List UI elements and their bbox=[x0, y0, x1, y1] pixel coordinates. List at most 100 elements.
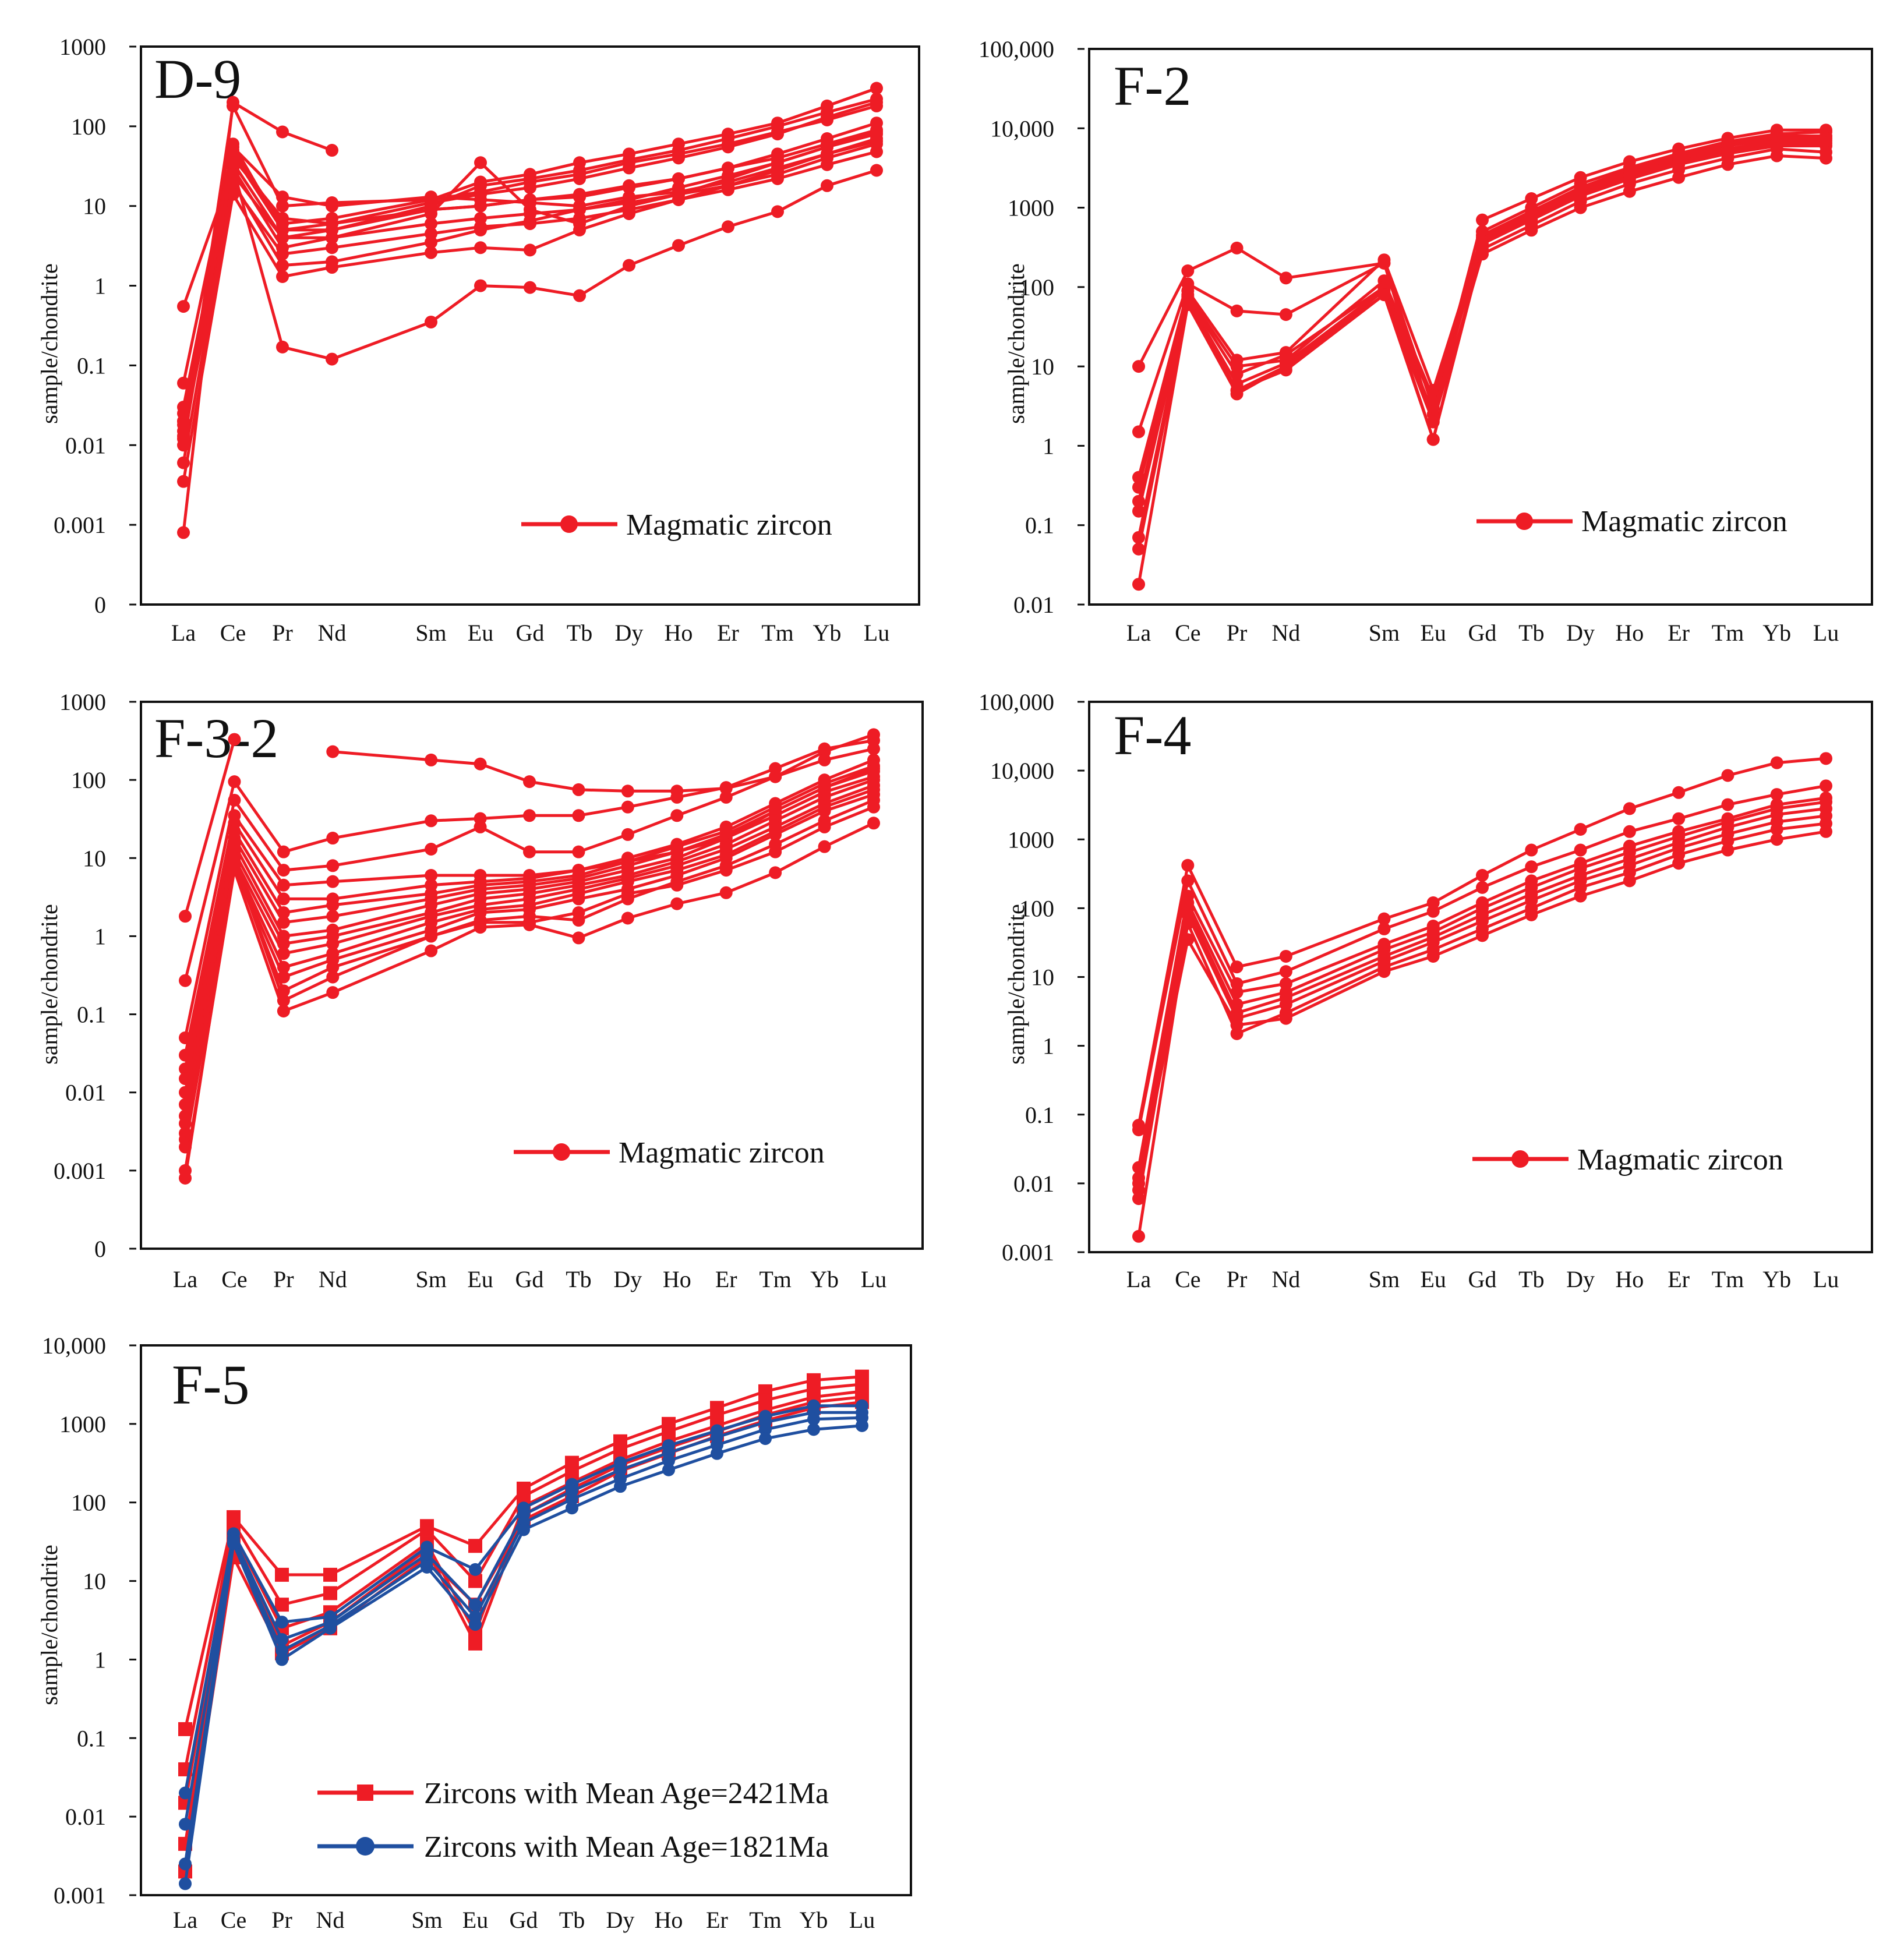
data-point bbox=[621, 828, 634, 841]
data-point bbox=[275, 1598, 289, 1612]
data-point bbox=[1623, 825, 1636, 838]
data-point bbox=[1770, 833, 1783, 846]
data-point bbox=[672, 188, 685, 201]
series bbox=[1132, 149, 1832, 591]
data-point bbox=[1181, 917, 1195, 930]
x-tick-label: Tb bbox=[1518, 1266, 1544, 1292]
data-point bbox=[722, 220, 734, 234]
series bbox=[178, 1377, 869, 1776]
series-line bbox=[182, 150, 877, 437]
y-tick-label: 1000 bbox=[1008, 195, 1054, 221]
data-point bbox=[573, 203, 586, 216]
x-tick-label: Gd bbox=[1468, 1266, 1497, 1292]
data-point bbox=[870, 164, 883, 177]
data-point bbox=[1279, 949, 1292, 963]
series-line bbox=[183, 765, 874, 1079]
plot-frame bbox=[140, 1344, 912, 1896]
series-line bbox=[183, 822, 875, 1171]
series-line bbox=[1137, 757, 1827, 1126]
data-point bbox=[523, 775, 536, 789]
series bbox=[177, 125, 883, 438]
y-tick-label: 0 bbox=[94, 1236, 106, 1262]
x-tick-label: Tm bbox=[759, 1266, 792, 1292]
data-point bbox=[524, 168, 536, 181]
series-line bbox=[183, 778, 874, 1116]
y-tick-label: 1 bbox=[1043, 433, 1054, 459]
data-point bbox=[1377, 922, 1391, 935]
series-line bbox=[183, 769, 874, 1093]
data-point bbox=[326, 223, 338, 236]
data-point bbox=[228, 733, 241, 746]
data-point bbox=[572, 892, 585, 906]
x-tick-label: Yb bbox=[1762, 620, 1791, 646]
data-point bbox=[326, 352, 338, 366]
data-point bbox=[326, 261, 338, 274]
data-point bbox=[474, 175, 487, 189]
x-tick-label: La bbox=[171, 620, 196, 646]
data-point bbox=[672, 239, 685, 252]
y-tick-labels: 0.001 0.01 0.1 1 10 100 1000 10,000 bbox=[42, 1333, 136, 1909]
x-tick-label: Nd bbox=[319, 1266, 347, 1292]
panel-f2: F-2 sample/chondrite 0.01 0.1 1 10 100 1000 10… bbox=[979, 36, 1873, 646]
series bbox=[1132, 139, 1832, 544]
data-point bbox=[769, 828, 782, 841]
data-point bbox=[1279, 1012, 1292, 1025]
y-tick-label: 100 bbox=[71, 114, 106, 140]
y-tick-label: 0.01 bbox=[65, 1804, 106, 1830]
series-line bbox=[183, 758, 874, 1069]
data-point bbox=[771, 128, 784, 141]
data-point bbox=[177, 526, 190, 539]
x-tick-label: Ce bbox=[220, 620, 246, 646]
data-point bbox=[474, 241, 487, 255]
data-point bbox=[769, 866, 782, 879]
series bbox=[177, 116, 883, 432]
data-point bbox=[468, 1539, 482, 1553]
x-tick-label: Ho bbox=[1615, 620, 1644, 646]
series-line bbox=[1137, 800, 1827, 1178]
data-point bbox=[1476, 881, 1489, 894]
series bbox=[177, 96, 883, 420]
data-point bbox=[1770, 756, 1783, 769]
data-point bbox=[1721, 158, 1735, 171]
x-tick-label: Nd bbox=[1271, 1266, 1300, 1292]
data-point bbox=[326, 745, 340, 758]
data-point bbox=[1574, 822, 1587, 836]
data-point bbox=[179, 974, 192, 987]
x-tick-label: Dy bbox=[613, 1266, 642, 1292]
x-tick-label: Tb bbox=[567, 620, 592, 646]
y-tick-label: 100 bbox=[1019, 274, 1054, 301]
data-point bbox=[474, 757, 487, 771]
data-point bbox=[818, 840, 831, 853]
data-point bbox=[177, 418, 190, 432]
x-tick-label: Dy bbox=[606, 1907, 635, 1933]
legend-label: Magmatic zircon bbox=[1581, 505, 1788, 538]
x-tick-label: Tb bbox=[559, 1907, 585, 1933]
x-tick-label: Ce bbox=[221, 1907, 246, 1933]
data-point bbox=[474, 188, 487, 201]
y-tick-label: 1000 bbox=[1008, 826, 1054, 853]
y-tick-label: 1 bbox=[94, 273, 106, 299]
data-point bbox=[326, 937, 340, 950]
data-point bbox=[326, 875, 340, 888]
data-point bbox=[572, 783, 585, 796]
data-point bbox=[719, 886, 733, 899]
data-point bbox=[1820, 151, 1832, 165]
data-point bbox=[277, 878, 290, 892]
x-tick-label: Nd bbox=[318, 620, 347, 646]
data-point bbox=[425, 193, 437, 206]
series bbox=[1132, 825, 1832, 1190]
data-point bbox=[1377, 965, 1391, 978]
x-tick-label: Sm bbox=[1369, 1266, 1400, 1292]
x-tick-label: Nd bbox=[316, 1907, 345, 1933]
series-line bbox=[1137, 814, 1827, 1199]
x-tick-label: Yb bbox=[810, 1266, 839, 1292]
series-layer bbox=[177, 82, 883, 539]
data-point bbox=[821, 111, 833, 124]
y-tick-label: 10,000 bbox=[990, 758, 1054, 784]
data-point bbox=[1230, 384, 1244, 397]
data-point bbox=[867, 742, 880, 755]
data-point bbox=[818, 742, 831, 755]
series-line bbox=[182, 137, 877, 482]
data-point bbox=[722, 128, 734, 141]
data-point bbox=[614, 1480, 627, 1493]
